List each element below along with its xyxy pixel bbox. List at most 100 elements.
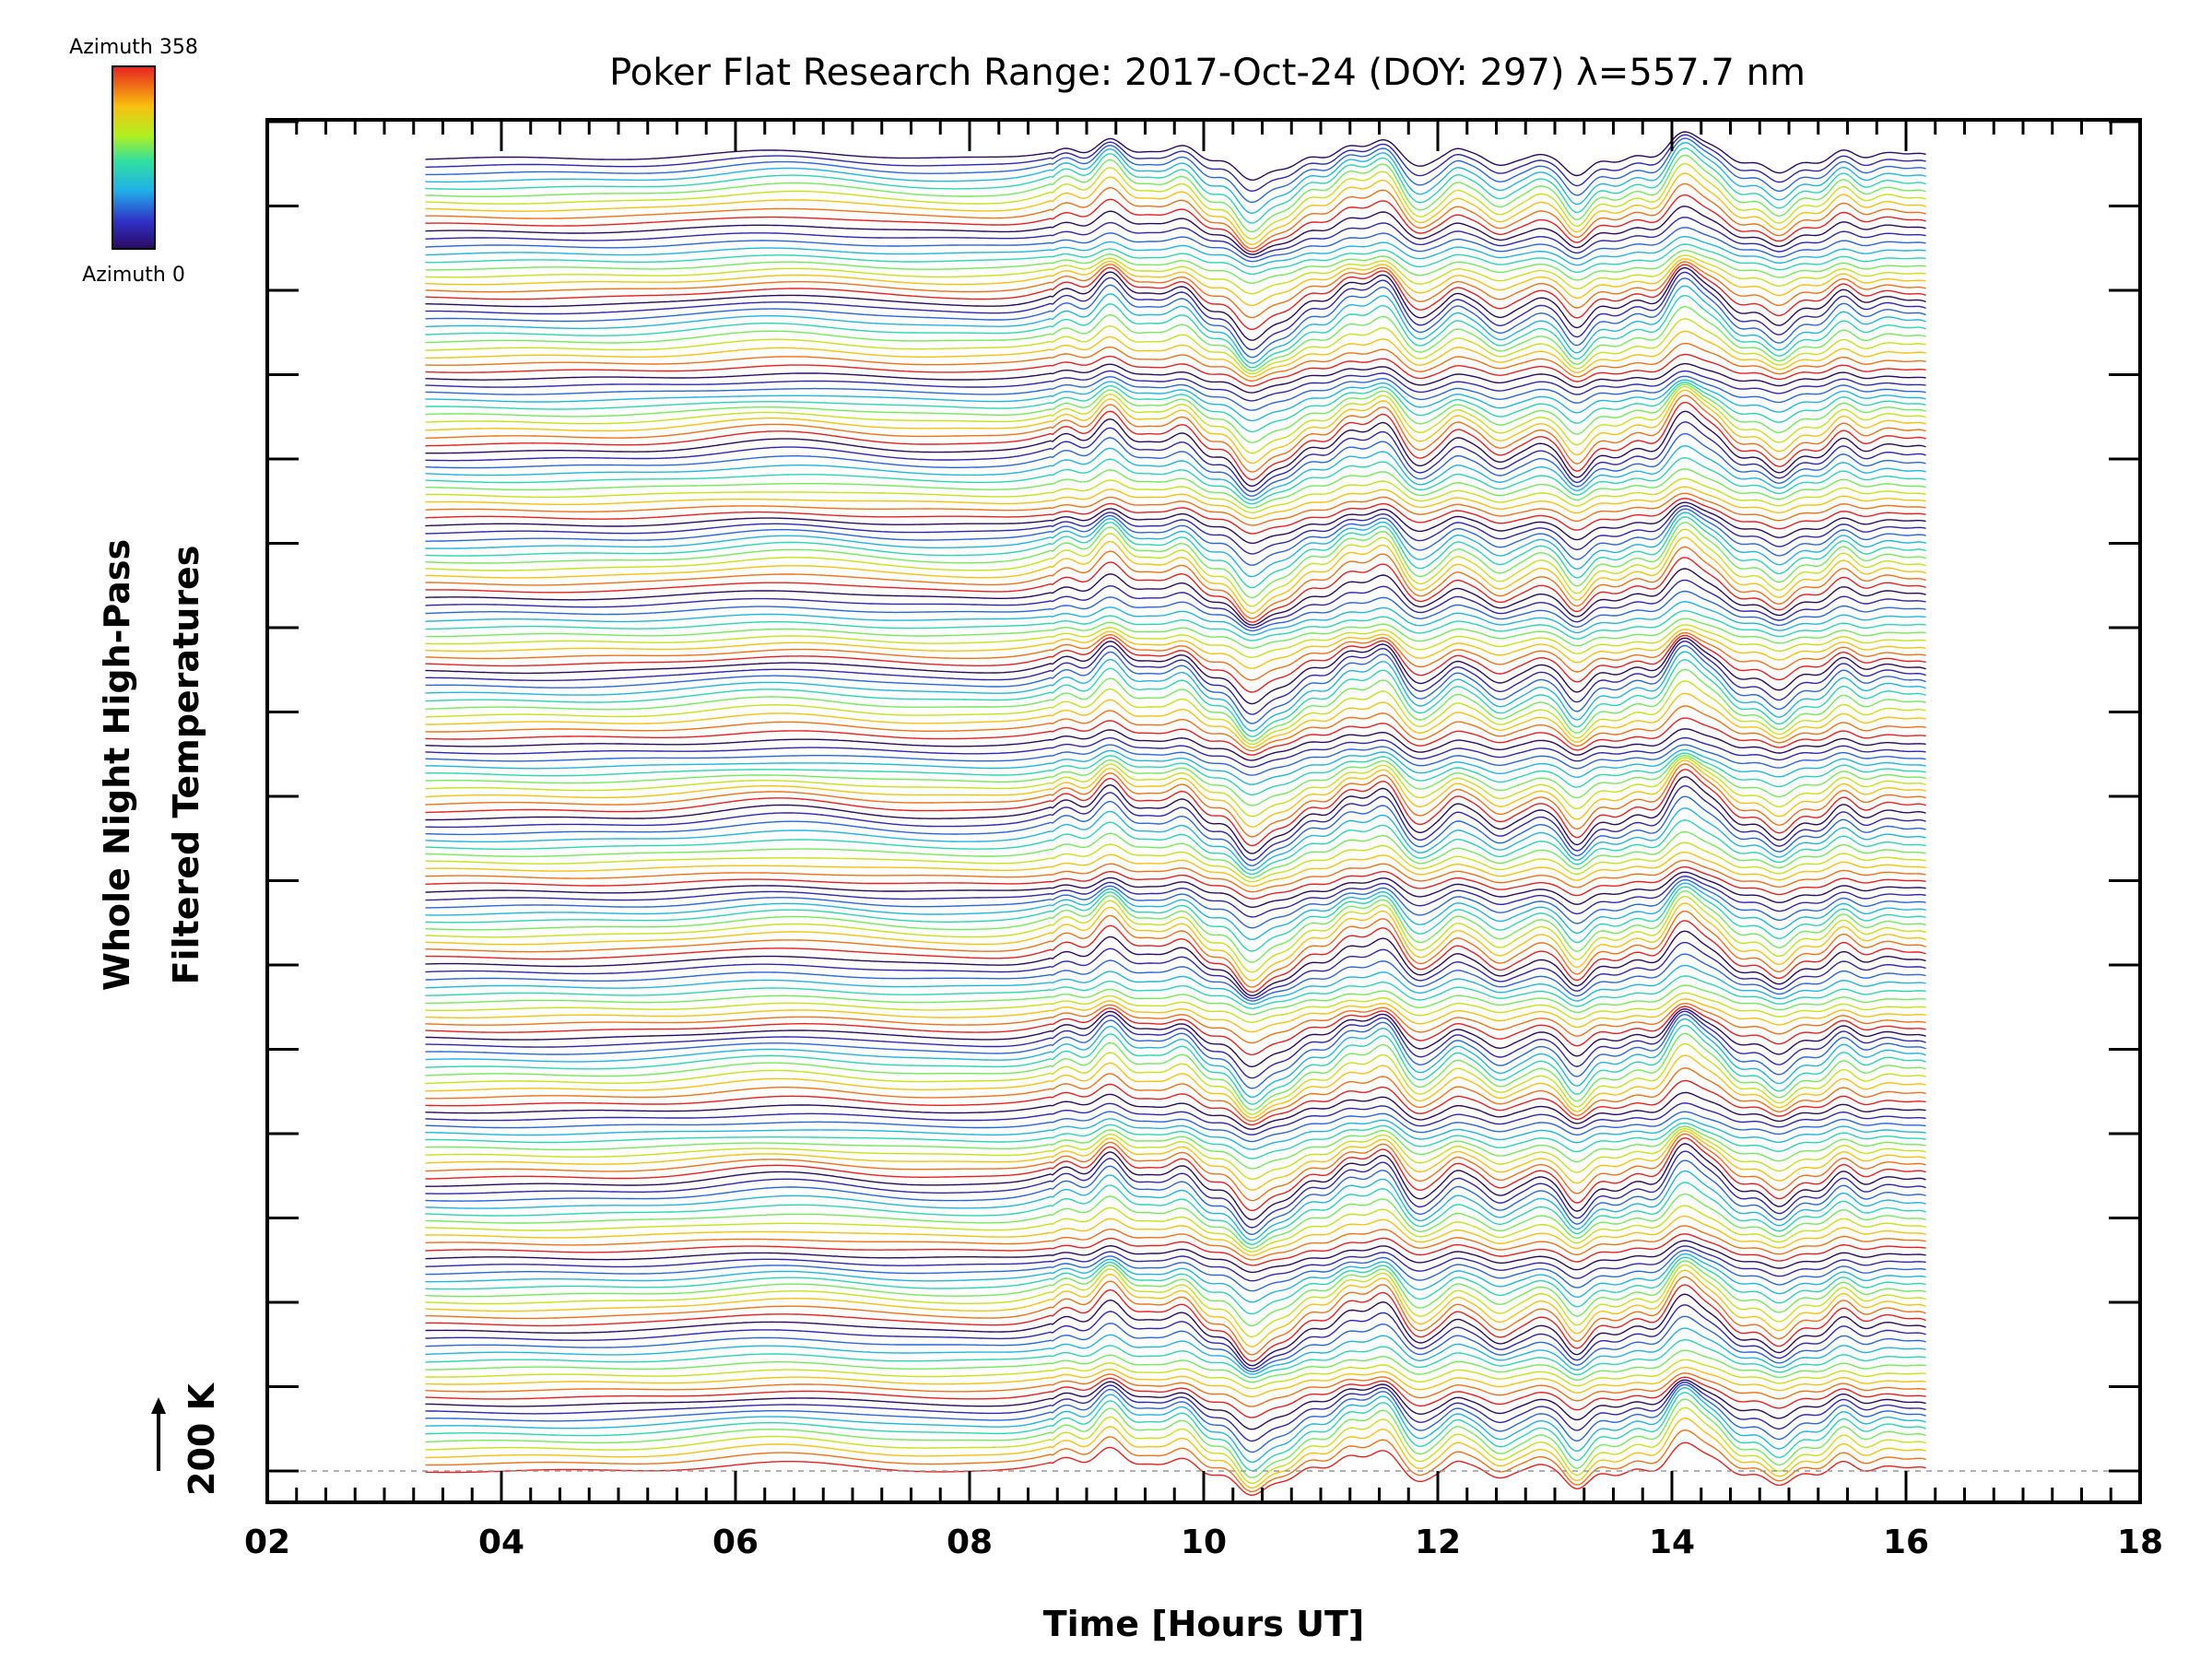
azimuth-trace <box>425 486 1926 520</box>
azimuth-trace <box>425 631 1926 681</box>
azimuth-trace <box>425 1150 1926 1229</box>
colorbar <box>112 65 156 250</box>
azimuth-trace <box>425 266 1926 341</box>
y-axis-label-line1: Whole Night High-Pass <box>97 539 137 991</box>
azimuth-trace <box>425 1338 1926 1379</box>
azimuth-trace <box>425 1379 1926 1430</box>
x-tick-label: 12 <box>1415 1524 1461 1561</box>
azimuth-trace <box>425 1136 1926 1212</box>
azimuth-trace <box>425 285 1926 364</box>
azimuth-trace <box>425 342 1926 382</box>
x-axis-ticks <box>265 120 2142 1502</box>
azimuth-trace <box>425 1215 1926 1256</box>
x-axis-tick-labels: 02 04 06 08 10 12 14 16 18 <box>244 1524 2163 1561</box>
azimuth-trace <box>425 546 1926 619</box>
azimuth-trace <box>425 528 1926 607</box>
azimuth-trace <box>425 1006 1926 1056</box>
azimuth-trace <box>425 1225 1926 1261</box>
azimuth-trace <box>425 658 1926 737</box>
azimuth-trace <box>425 1122 1926 1159</box>
azimuth-trace <box>425 865 1926 900</box>
azimuth-trace <box>425 601 1926 636</box>
azimuth-trace <box>425 1245 1926 1282</box>
azimuth-trace <box>425 362 1926 394</box>
azimuth-trace <box>425 1042 1926 1115</box>
x-tick-label: 08 <box>947 1524 993 1561</box>
azimuth-trace <box>425 389 1926 465</box>
azimuth-trace <box>425 634 1926 693</box>
azimuth-trace <box>425 353 1926 387</box>
azimuth-trace <box>425 468 1926 509</box>
azimuth-trace <box>425 640 1926 715</box>
azimuth-trace <box>425 953 1926 1002</box>
azimuth-trace <box>425 1386 1926 1464</box>
azimuth-trace <box>425 1091 1926 1130</box>
x-tick-label: 14 <box>1649 1524 1695 1561</box>
azimuth-trace <box>425 131 1926 182</box>
azimuth-trace <box>425 445 1926 501</box>
azimuth-trace <box>425 748 1926 785</box>
azimuth-trace <box>425 964 1926 1006</box>
azimuth-trace <box>425 579 1926 629</box>
azimuth-trace <box>425 1024 1926 1105</box>
x-tick-label: 10 <box>1181 1524 1227 1561</box>
azimuth-trace <box>425 249 1926 284</box>
azimuth-trace <box>425 941 1926 999</box>
azimuth-trace <box>425 910 1926 988</box>
azimuth-trace <box>425 637 1926 705</box>
azimuth-trace <box>425 1383 1926 1453</box>
azimuth-trace <box>425 886 1926 952</box>
azimuth-trace <box>425 557 1926 623</box>
azimuth-trace <box>425 1349 1926 1383</box>
azimuth-trace <box>425 757 1926 818</box>
azimuth-trace <box>425 1127 1926 1181</box>
azimuth-trace <box>425 763 1926 838</box>
azimuth-trace <box>425 134 1926 193</box>
azimuth-trace <box>425 624 1926 659</box>
azimuth-trace <box>425 162 1926 241</box>
azimuth-trace <box>425 841 1926 883</box>
azimuth-trace <box>425 172 1926 246</box>
azimuth-trace <box>425 1293 1926 1367</box>
x-axis-label: Time [Hours UT] <box>1043 1604 1365 1644</box>
azimuth-trace <box>425 1372 1926 1407</box>
y-axis-ticks <box>267 120 2140 1473</box>
azimuth-trace <box>425 1205 1926 1253</box>
azimuth-trace <box>425 1249 1926 1292</box>
azimuth-trace <box>425 717 1926 756</box>
azimuth-trace <box>425 421 1926 493</box>
azimuth-trace <box>425 394 1926 473</box>
x-tick-label: 18 <box>2117 1524 2163 1561</box>
x-tick-label: 06 <box>712 1524 759 1561</box>
azimuth-trace <box>425 271 1926 351</box>
azimuth-trace <box>425 1269 1926 1347</box>
azimuth-trace <box>425 1117 1926 1150</box>
scale-bar-label: 200 K <box>182 1382 222 1496</box>
azimuth-trace <box>425 182 1926 250</box>
azimuth-trace <box>425 1054 1926 1119</box>
azimuth-trace <box>425 680 1926 746</box>
azimuth-trace <box>425 206 1926 255</box>
azimuth-trace <box>425 1284 1926 1362</box>
azimuth-trace <box>425 784 1926 862</box>
azimuth-trace <box>425 1125 1926 1170</box>
azimuth-trace <box>425 261 1926 319</box>
azimuth-trace <box>425 330 1926 378</box>
azimuth-trace <box>425 1240 1926 1274</box>
azimuth-trace <box>425 1193 1926 1250</box>
azimuth-trace <box>425 610 1926 641</box>
azimuth-trace <box>425 1102 1926 1135</box>
azimuth-trace <box>425 385 1926 454</box>
azimuth-trace <box>425 1376 1926 1418</box>
azimuth-trace <box>425 692 1926 748</box>
azimuth-trace <box>425 147 1926 224</box>
trace-group <box>425 131 1926 1497</box>
azimuth-trace <box>425 1276 1926 1356</box>
azimuth-trace <box>425 1002 1926 1044</box>
azimuth-trace <box>425 142 1926 215</box>
azimuth-trace <box>425 401 1926 481</box>
x-tick-label: 04 <box>478 1524 524 1561</box>
azimuth-trace <box>425 819 1926 876</box>
azimuth-trace <box>425 998 1926 1033</box>
azimuth-trace <box>425 871 1926 909</box>
